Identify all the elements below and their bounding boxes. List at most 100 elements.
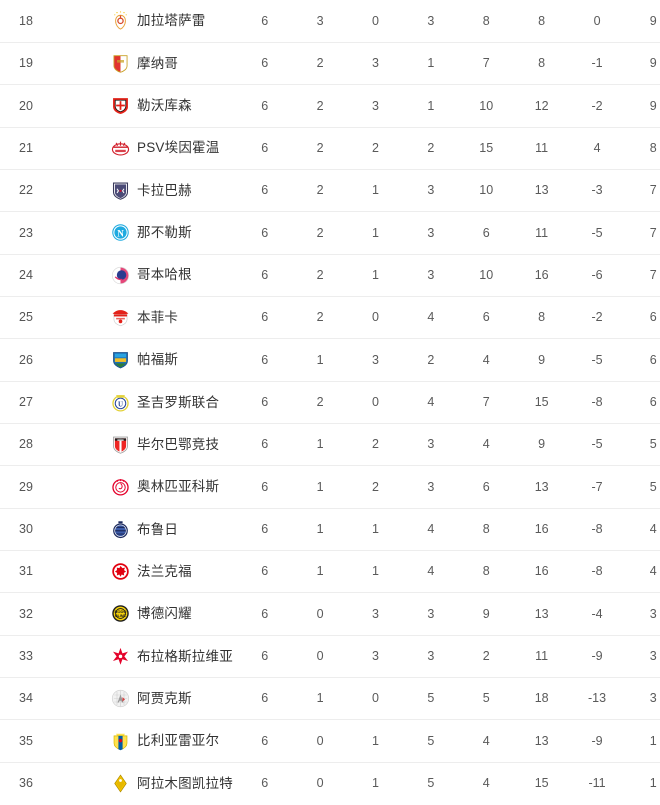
stat-cell-drawn: 2 (347, 126, 404, 170)
team-cell[interactable]: 阿拉木图凯拉特 (52, 761, 237, 805)
team-cell[interactable]: 卡拉巴赫 (52, 168, 237, 212)
stat-cell-points: 7 (624, 168, 660, 212)
team-name: 布鲁日 (137, 521, 179, 537)
stat-cell-goal_difference: -7 (569, 465, 625, 509)
team-name: 摩纳哥 (137, 55, 179, 71)
union-saint-gilloise-logo: U (110, 392, 131, 413)
team-cell[interactable]: U 圣吉罗斯联合 (52, 380, 237, 424)
table-row[interactable]: 28 毕尔巴鄂竞技 6 1 2 3 4 9 -5 5 (0, 422, 660, 466)
table-row[interactable]: 36 阿拉木图凯拉特 6 0 1 5 4 15 -11 1 (0, 761, 660, 805)
team-name: 加拉塔萨雷 (137, 13, 206, 29)
stat-cell-goals_against: 13 (513, 168, 570, 212)
stat-cell-won: 1 (292, 465, 348, 509)
stat-cell-lost: 4 (403, 549, 459, 593)
team-cell[interactable]: 毕尔巴鄂竞技 (52, 422, 237, 466)
team-cell[interactable]: 布拉格斯拉维亚 (52, 634, 237, 678)
stat-cell-drawn: 1 (347, 168, 404, 212)
team-name: 阿贾克斯 (137, 690, 192, 706)
table-row[interactable]: 27 U 圣吉罗斯联合 6 2 0 4 7 15 -8 6 (0, 380, 660, 424)
stat-cell-lost: 5 (403, 676, 459, 720)
table-row[interactable]: 31 法兰克福 6 1 1 4 8 16 -8 4 (0, 549, 660, 593)
stat-cell-played: 6 (237, 126, 293, 170)
team-name: 阿拉木图凯拉特 (137, 775, 233, 791)
galatasaray-logo (110, 10, 131, 31)
team-wrapper: 毕尔巴鄂竞技 (52, 434, 237, 455)
team-cell[interactable]: 加拉塔萨雷 (52, 0, 237, 42)
team-cell[interactable]: N 那不勒斯 (52, 211, 237, 255)
stat-cell-goals_for: 5 (458, 676, 514, 720)
table-row[interactable]: 24 哥本哈根 6 2 1 3 10 16 -6 7 (0, 253, 660, 297)
stat-cell-goal_difference: -9 (569, 634, 625, 678)
stat-cell-goal_difference: -8 (569, 549, 625, 593)
stat-cell-goals_for: 2 (458, 634, 514, 678)
stat-cell-won: 1 (292, 338, 348, 382)
team-cell[interactable]: 摩纳哥 (52, 41, 237, 85)
rank-cell: 20 (0, 84, 52, 128)
team-cell[interactable]: 阿贾克斯 (52, 676, 237, 720)
team-cell[interactable]: 布鲁日 (52, 507, 237, 551)
team-cell[interactable]: PSV埃因霍温 (52, 126, 237, 170)
team-name: 比利亚雷亚尔 (137, 733, 220, 749)
stat-cell-won: 0 (292, 634, 348, 678)
stat-cell-lost: 2 (403, 338, 459, 382)
table-row[interactable]: 35 比利亚雷亚尔 6 0 1 5 4 13 -9 1 (0, 719, 660, 763)
stat-cell-played: 6 (237, 761, 293, 805)
team-wrapper: 奥林匹亚科斯 (52, 476, 237, 497)
stat-cell-goal_difference: -5 (569, 211, 625, 255)
stat-cell-played: 6 (237, 168, 293, 212)
stat-cell-won: 0 (292, 719, 348, 763)
stat-cell-goal_difference: -4 (569, 592, 625, 636)
table-row[interactable]: 30 布鲁日 6 1 1 4 8 16 -8 4 (0, 507, 660, 551)
table-row[interactable]: 26 帕福斯 6 1 3 2 4 9 -5 6 (0, 338, 660, 382)
stat-cell-won: 2 (292, 168, 348, 212)
table-row[interactable]: 25 本菲卡 6 2 0 4 6 8 -2 6 (0, 295, 660, 339)
stat-cell-points: 1 (624, 761, 660, 805)
stat-cell-points: 7 (624, 211, 660, 255)
table-row[interactable]: 22 卡拉巴赫 6 2 1 3 10 13 -3 7 (0, 168, 660, 212)
stat-cell-goals_for: 8 (482, 13, 490, 28)
benfica-logo (110, 307, 131, 328)
stat-cell-won: 1 (292, 549, 348, 593)
stat-cell-points: 3 (624, 676, 660, 720)
stat-cell-lost: 3 (403, 592, 459, 636)
stat-cell-goals_against: 9 (513, 338, 570, 382)
rank-cell: 22 (0, 168, 52, 212)
napoli-logo: N (110, 222, 131, 243)
rank-cell: 34 (0, 676, 52, 720)
table-row[interactable]: 29 奥林匹亚科斯 6 1 2 3 6 13 -7 5 (0, 465, 660, 509)
team-wrapper: N 那不勒斯 (52, 222, 237, 243)
stat-cell-goals_against: 12 (513, 84, 570, 128)
team-cell[interactable]: BODO GLIMT 博德闪耀 (52, 592, 237, 636)
table-row[interactable]: 18 加拉塔萨雷 6 3 0 3 8 8 0 9 (0, 0, 660, 42)
table-row[interactable]: 32 BODO GLIMT 博德闪耀 6 0 3 3 9 13 -4 3 (0, 592, 660, 636)
stat-cell-played: 6 (237, 676, 293, 720)
stat-cell-played: 6 (237, 41, 293, 85)
team-wrapper: U 圣吉罗斯联合 (52, 392, 237, 413)
table-row[interactable]: 21 PSV埃因霍温 6 2 2 2 15 11 4 8 (0, 126, 660, 170)
team-cell[interactable]: 奥林匹亚科斯 (52, 465, 237, 509)
table-row[interactable]: 34 阿贾克斯 6 1 0 5 5 18 -13 3 (0, 676, 660, 720)
table-row[interactable]: 19 摩纳哥 6 2 3 1 7 8 -1 9 (0, 41, 660, 85)
table-row[interactable]: 23 N 那不勒斯 6 2 1 3 6 11 -5 7 (0, 211, 660, 255)
team-cell[interactable]: 本菲卡 (52, 295, 237, 339)
stat-cell-points: 6 (624, 338, 660, 382)
stat-cell-points: 3 (624, 634, 660, 678)
rank-cell: 24 (0, 253, 52, 297)
table-row[interactable]: 20 勒沃库森 6 2 3 1 10 12 -2 9 (0, 84, 660, 128)
team-cell[interactable]: 法兰克福 (52, 549, 237, 593)
stat-cell-goals_for: 15 (458, 126, 514, 170)
team-cell[interactable]: 勒沃库森 (52, 84, 237, 128)
stat-cell-goal_difference: -11 (569, 761, 625, 805)
stat-cell-drawn: 2 (347, 422, 404, 466)
stat-cell-drawn: 1 (347, 507, 404, 551)
stat-cell-drawn: 1 (347, 211, 404, 255)
team-cell[interactable]: 哥本哈根 (52, 253, 237, 297)
table-row[interactable]: 33 布拉格斯拉维亚 6 0 3 3 2 11 -9 3 (0, 634, 660, 678)
stat-cell-won: 2 (292, 41, 348, 85)
stat-cell-drawn: 2 (347, 465, 404, 509)
stat-cell-won: 2 (292, 84, 348, 128)
team-cell[interactable]: 比利亚雷亚尔 (52, 719, 237, 763)
stat-cell-goals_for: 4 (458, 422, 514, 466)
stat-cell-lost: 5 (403, 719, 459, 763)
team-cell[interactable]: 帕福斯 (52, 338, 237, 382)
